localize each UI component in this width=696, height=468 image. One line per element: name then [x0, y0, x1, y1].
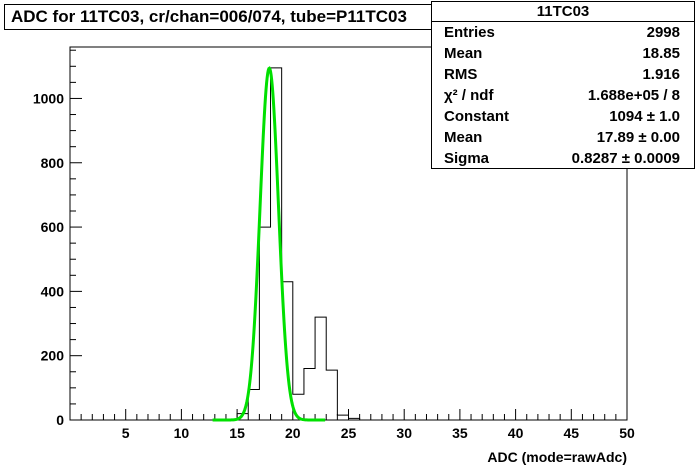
- stats-value: 18.85: [642, 45, 680, 62]
- stats-label: Entries: [444, 24, 495, 41]
- stats-row: RMS 1.916: [432, 64, 694, 85]
- x-tick-label: 25: [341, 425, 357, 441]
- y-tick-label: 600: [41, 219, 65, 235]
- x-tick-label: 45: [564, 425, 580, 441]
- stats-row: Sigma 0.8287 ± 0.0009: [432, 148, 694, 169]
- stats-value: 1.916: [642, 66, 680, 83]
- stats-row: χ² / ndf 1.688e+05 / 8: [432, 85, 694, 106]
- stats-label: Sigma: [444, 150, 490, 167]
- x-axis-label: ADC (mode=rawAdc): [487, 449, 627, 465]
- y-tick-label: 0: [56, 412, 64, 428]
- stats-value: 1094 ± 1.0: [609, 108, 680, 125]
- y-axis: 0 200 400 600 800 1000: [33, 49, 82, 428]
- x-tick-label: 40: [508, 425, 524, 441]
- stats-label: Mean: [444, 45, 483, 62]
- stats-value: 17.89 ± 0.00: [596, 129, 680, 146]
- stats-label: RMS: [444, 66, 478, 83]
- stats-row: Constant 1094 ± 1.0: [432, 106, 694, 127]
- histogram-outline: [214, 67, 361, 421]
- gaussian-fit-curve: [212, 66, 326, 422]
- stats-label: Mean: [444, 129, 483, 146]
- x-axis: 5 10 15 20 25 30 35 40 45 50: [69, 409, 635, 441]
- stats-box: 11TC03 Entries 2998 Mean 18.85 RMS 1.916 χ² / …: [431, 1, 695, 169]
- stats-row: Mean 17.89 ± 0.00: [432, 127, 694, 148]
- x-tick-label: 20: [285, 425, 301, 441]
- x-tick-label: 30: [396, 425, 412, 441]
- x-tick-label: 35: [452, 425, 468, 441]
- stats-label: Constant: [444, 108, 509, 125]
- stats-label: χ² / ndf: [444, 87, 494, 104]
- x-tick-label: 15: [229, 425, 245, 441]
- stats-value: 1.688e+05 / 8: [587, 87, 680, 104]
- x-tick-label: 10: [174, 425, 190, 441]
- stats-row: Entries 2998: [432, 22, 694, 43]
- chart-title: ADC for 11TC03, cr/chan=006/074, tube=P1…: [4, 4, 498, 30]
- y-tick-label: 400: [41, 283, 65, 299]
- x-tick-label: 5: [122, 425, 130, 441]
- stats-value: 0.8287 ± 0.0009: [571, 150, 680, 167]
- y-tick-label: 800: [41, 155, 65, 171]
- y-tick-label: 1000: [33, 90, 64, 106]
- y-tick-label: 200: [41, 348, 65, 364]
- stats-title: 11TC03: [432, 2, 694, 22]
- stats-value: 2998: [646, 24, 680, 41]
- stats-row: Mean 18.85: [432, 43, 694, 64]
- x-tick-label: 50: [619, 425, 635, 441]
